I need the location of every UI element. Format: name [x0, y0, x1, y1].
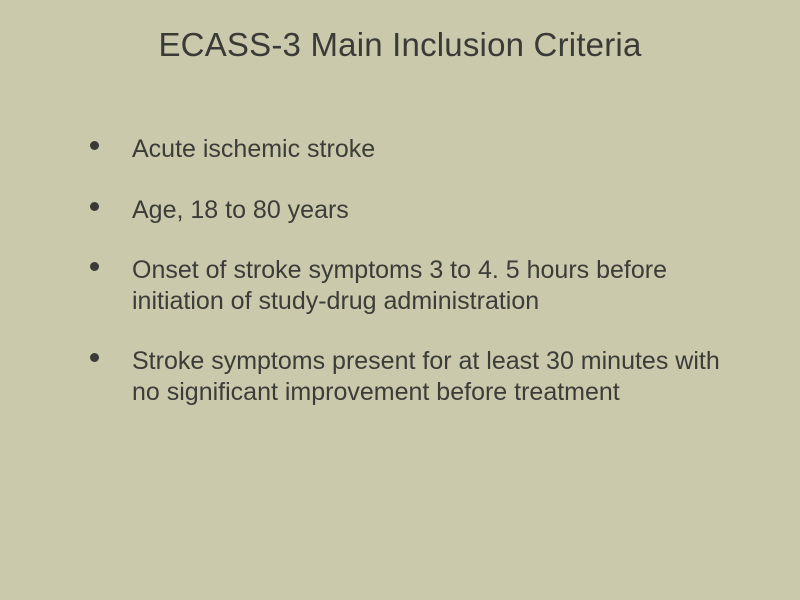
bullet-text: Stroke symptoms present for at least 30 …	[132, 347, 720, 406]
bullet-icon	[90, 141, 99, 150]
bullet-icon	[90, 202, 99, 211]
bullet-list: Acute ischemic stroke Age, 18 to 80 year…	[60, 134, 740, 407]
list-item: Acute ischemic stroke	[90, 134, 740, 165]
slide-title: ECASS-3 Main Inclusion Criteria	[60, 26, 740, 64]
bullet-icon	[90, 262, 99, 271]
list-item: Stroke symptoms present for at least 30 …	[90, 346, 740, 407]
bullet-text: Onset of stroke symptoms 3 to 4. 5 hours…	[132, 256, 667, 315]
slide: ECASS-3 Main Inclusion Criteria Acute is…	[0, 0, 800, 600]
list-item: Age, 18 to 80 years	[90, 195, 740, 226]
bullet-text: Age, 18 to 80 years	[132, 196, 349, 224]
bullet-text: Acute ischemic stroke	[132, 135, 375, 163]
bullet-icon	[90, 353, 99, 362]
list-item: Onset of stroke symptoms 3 to 4. 5 hours…	[90, 255, 740, 316]
